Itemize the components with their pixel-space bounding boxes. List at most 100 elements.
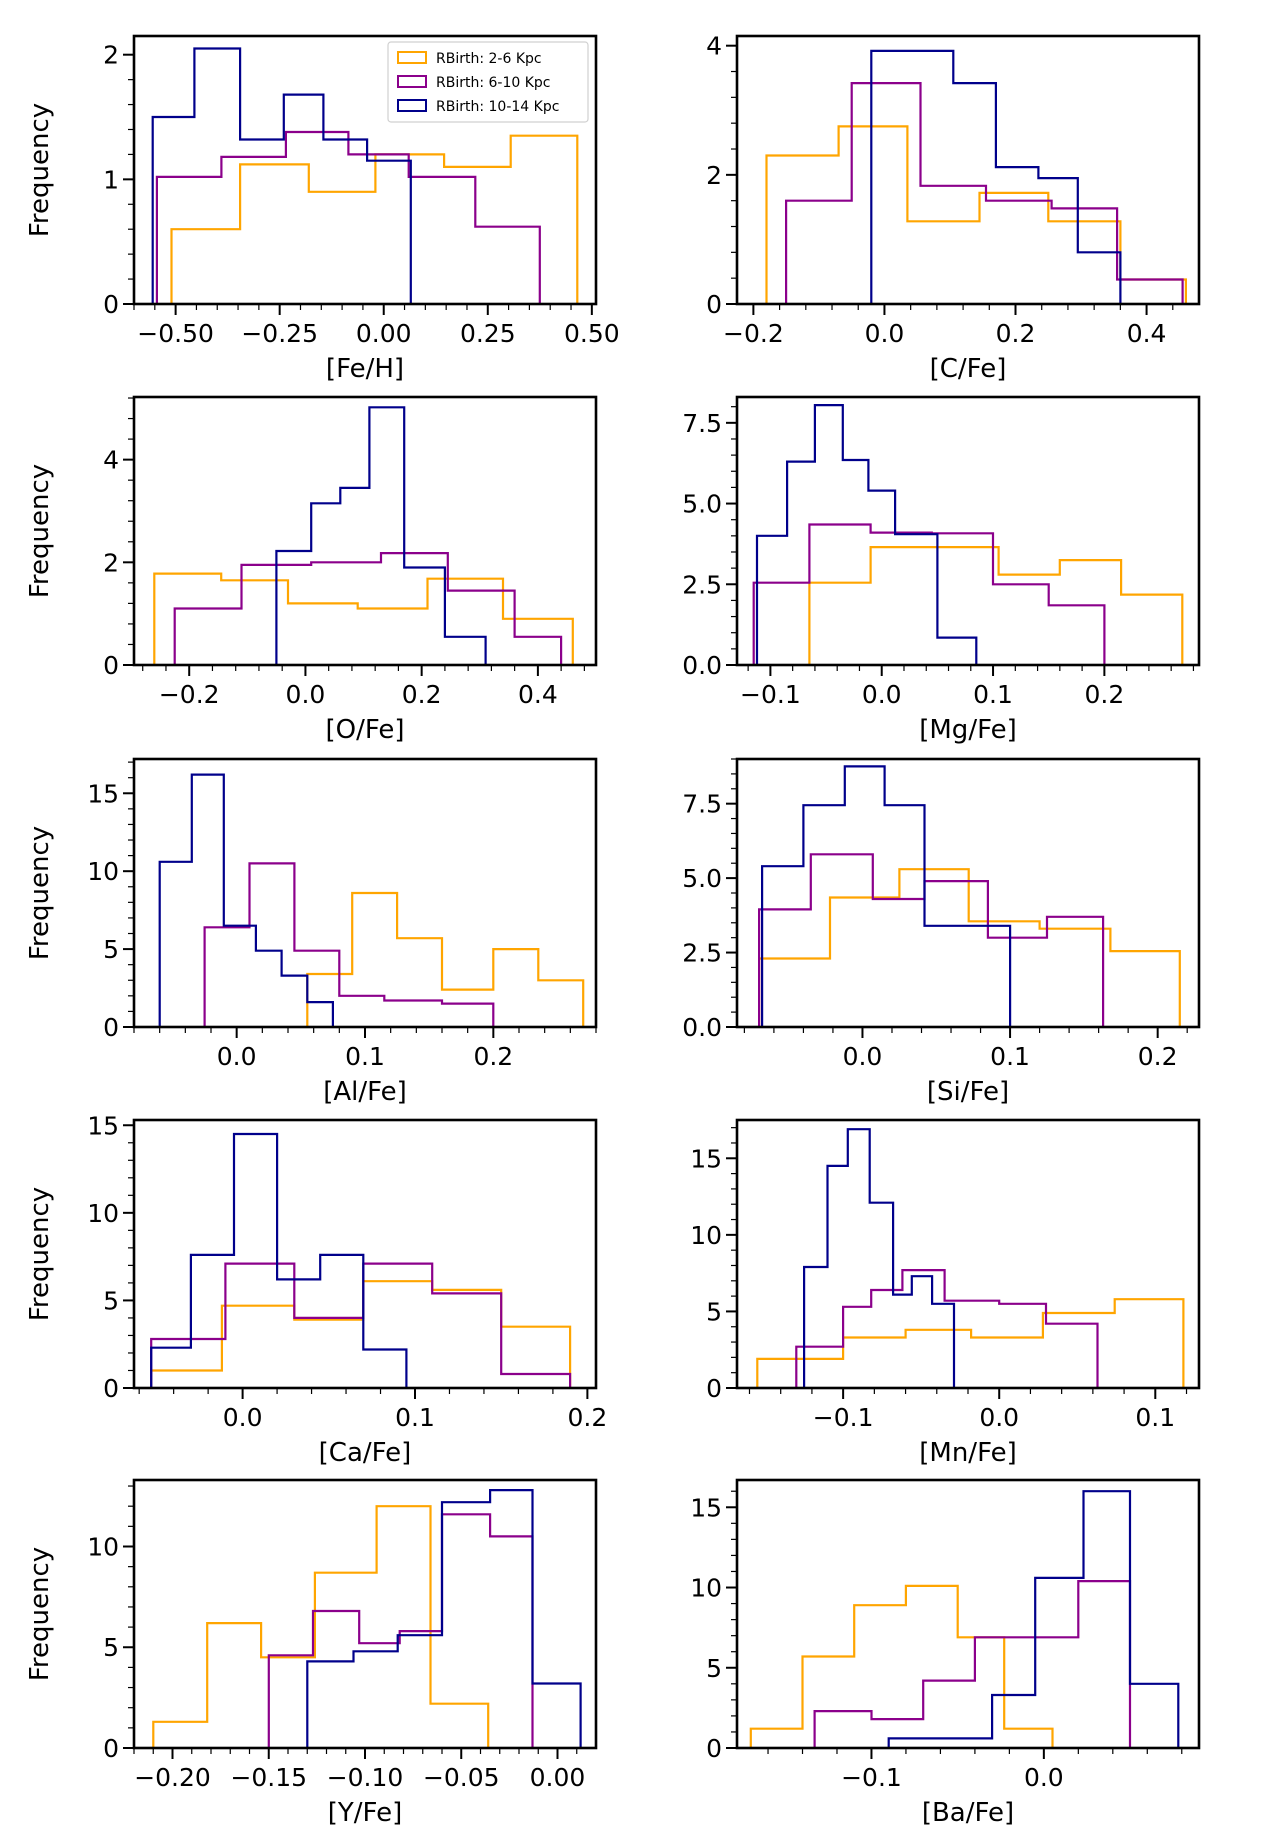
x-tick-label: 0.2 [996,319,1036,348]
y-tick-label: 2.5 [682,939,722,968]
legend: RBirth: 2-6 Kpc RBirth: 6-10 Kpc RBirth: 1… [387,41,589,123]
panel-10: −0.1 0.0 0 5 10 15 [Ba/Fe] [690,1478,1201,1828]
x-tick-label: 0.50 [564,319,620,348]
panel-9: −0.20 −0.15 −0.10 −0.05 0.00 0 5 10 [Y/Fe] Freque… [25,1478,598,1828]
y-tick-label: 0.0 [682,651,722,680]
legend-label: RBirth: 10-14 Kpc [436,99,559,115]
x-tick-label: 0.0 [865,319,905,348]
y-tick-label: 2 [103,548,119,577]
y-tick-label: 7.5 [682,790,722,819]
x-tick-label: 0.2 [1138,1042,1178,1071]
x-tick-label: −0.2 [159,680,220,709]
legend-label: RBirth: 6-10 Kpc [436,75,551,91]
y-tick-label: 0 [706,290,722,319]
y-axis-label: Frequency [25,826,55,960]
y-tick-label: 10 [87,1532,119,1561]
y-tick-label: 1 [103,165,119,194]
panel-4: −0.1 0.0 0.1 0.2 0.0 2.5 5.0 7.5 [Mg/Fe] [682,395,1201,745]
panel-3: −0.2 0.0 0.2 0.4 0 2 4 [O/Fe] Frequency [25,395,598,745]
legend-swatch [397,99,427,112]
x-tick-label: −0.25 [241,319,318,348]
histogram-series-1 [153,572,574,665]
x-tick-label: −0.15 [230,1763,307,1792]
panel-5: 0.0 0.1 0.2 0 5 10 15 [Al/Fe] Frequency [25,757,598,1107]
histogram-series-3 [306,1489,582,1748]
x-tick-label: 0.2 [1084,680,1124,709]
histogram-series-3 [275,406,487,665]
y-tick-label: 15 [87,1111,119,1140]
panel-8: −0.1 0.0 0.1 0 5 10 15 [Mn/Fe] [690,1118,1201,1468]
histogram-series-1 [170,134,579,304]
y-tick-label: 4 [706,32,722,61]
x-tick-label: −0.1 [740,680,801,709]
histogram-series-1 [306,891,585,1027]
x-tick-label: −0.2 [723,319,784,348]
y-tick-label: 2.5 [682,570,722,599]
x-tick-label: 0.0 [979,1403,1019,1432]
y-tick-label: 5 [706,1297,722,1326]
panel-7: 0.0 0.1 0.2 0 5 10 15 [Ca/Fe] Frequency [25,1111,607,1468]
histogram-series-3 [803,1128,956,1388]
x-tick-label: 0.25 [460,319,516,348]
axes-frame [735,34,1201,306]
y-tick-label: 15 [690,1493,722,1522]
histogram-series-3 [755,404,978,665]
histogram-series-2 [795,1269,1099,1388]
x-tick-label: −0.50 [137,319,214,348]
x-tick-label: −0.20 [134,1763,211,1792]
x-axis-label: [Fe/H] [326,354,404,384]
y-tick-label: 5 [103,1286,119,1315]
y-tick-label: 10 [690,1574,722,1603]
histogram-series-1 [758,868,1181,1027]
panel-6: 0.0 0.1 0.2 0.0 2.5 5.0 7.5 [Si/Fe] [682,757,1201,1107]
panel-2: −0.2 0.0 0.2 0.4 0 2 4 [C/Fe] [706,32,1201,384]
histogram-series-1 [808,546,1184,665]
histogram-series-3 [158,773,334,1027]
x-axis-label: [Mg/Fe] [919,715,1017,745]
y-tick-label: 0 [103,1734,119,1763]
legend-swatch [397,75,427,88]
x-tick-label: 0.00 [530,1763,586,1792]
x-axis-label: [Al/Fe] [323,1077,407,1107]
histogram-series-3 [887,1490,1180,1748]
axes-frame [132,1478,598,1750]
x-tick-label: −0.1 [813,1403,874,1432]
x-tick-label: 0.4 [1127,319,1167,348]
y-tick-label: 10 [87,857,119,886]
x-axis-label: [Mn/Fe] [919,1438,1017,1468]
y-tick-label: 0 [103,290,119,319]
histogram-series-3 [151,47,412,304]
y-axis-label: Frequency [25,103,55,237]
histogram-series-2 [267,1513,534,1748]
x-axis-label: [Si/Fe] [927,1077,1009,1107]
x-tick-label: 0.2 [402,680,442,709]
x-tick-label: 0.0 [1024,1763,1064,1792]
y-tick-label: 0.0 [682,1013,722,1042]
y-tick-label: 7.5 [682,409,722,438]
histogram-series-3 [870,49,1122,304]
y-tick-label: 10 [87,1199,119,1228]
histogram-series-1 [749,1584,1054,1748]
x-tick-label: 0.1 [395,1403,435,1432]
legend-box [387,41,589,123]
x-tick-label: 0.0 [223,1403,263,1432]
x-tick-label: −0.05 [423,1763,500,1792]
legend-label: RBirth: 2-6 Kpc [436,51,542,67]
x-tick-label: 0.1 [990,1042,1030,1071]
axes-frame [735,1478,1201,1750]
y-tick-label: 0 [103,651,119,680]
y-axis-label: Frequency [25,1187,55,1321]
axes-frame [132,1118,598,1390]
x-tick-label: 0.00 [356,319,412,348]
histogram-series-2 [758,853,1105,1027]
y-tick-label: 15 [87,779,119,808]
histogram-series-2 [785,82,1184,304]
histogram-series-3 [761,765,1012,1027]
histogram-series-1 [150,1280,572,1388]
x-axis-label: [O/Fe] [325,715,404,745]
x-tick-label: 0.0 [862,680,902,709]
histogram-series-2 [813,1580,1132,1748]
y-tick-label: 2 [706,161,722,190]
x-tick-label: 0.1 [345,1042,385,1071]
